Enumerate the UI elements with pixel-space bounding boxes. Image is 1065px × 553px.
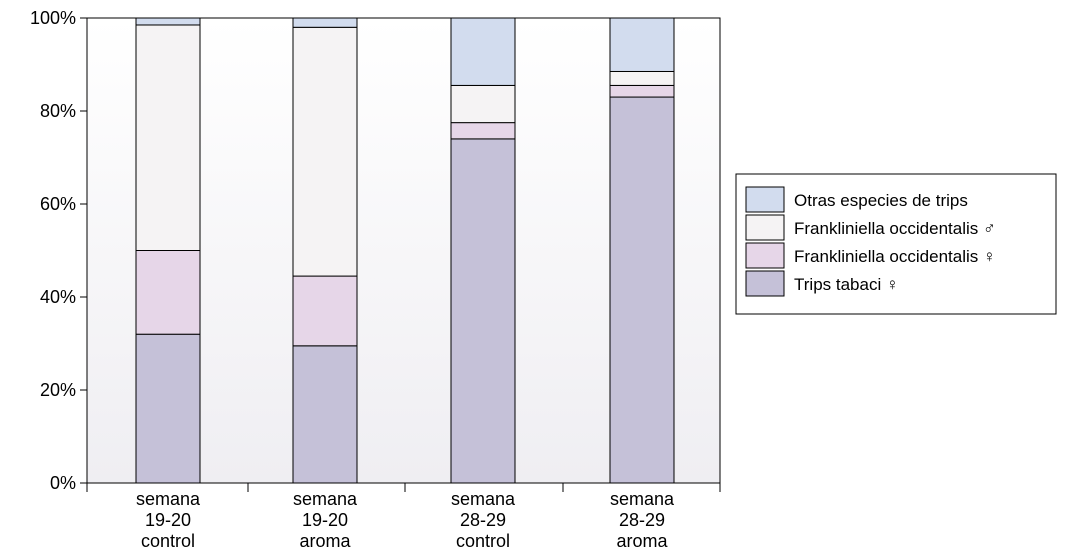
- bar-segment: [135, 250, 201, 335]
- bar-segment: [609, 84, 675, 98]
- x-category-label: semana 19-20 control: [136, 489, 201, 551]
- bar-segment: [609, 96, 675, 484]
- legend-box: [735, 173, 1057, 315]
- y-tick-label: 80%: [40, 101, 76, 121]
- bar-segment: [135, 17, 201, 26]
- legend-label: Frankliniella occidentalis ♂: [794, 219, 996, 238]
- legend-swatch: [745, 270, 785, 297]
- legend-swatch: [745, 186, 785, 213]
- bar-segment: [450, 84, 516, 124]
- y-tick-label: 60%: [40, 194, 76, 214]
- legend-label: Trips tabaci ♀: [794, 275, 899, 294]
- legend-label: Otras especies de trips: [794, 191, 968, 210]
- x-axis: semana 19-20 control semana 19-20 aroma semana…: [86, 483, 721, 551]
- bar-segment: [292, 345, 358, 484]
- y-tick-label: 40%: [40, 287, 76, 307]
- y-tick-label: 0%: [50, 473, 76, 493]
- bar-segment: [135, 333, 201, 484]
- bar-segment: [609, 17, 675, 72]
- bar-segment: [450, 138, 516, 484]
- x-category-label: semana 28-29 aroma: [610, 489, 675, 551]
- legend-label: Frankliniella occidentalis ♀: [794, 247, 996, 266]
- bar-segment: [450, 17, 516, 86]
- bars: [135, 17, 675, 484]
- y-tick-label: 100%: [30, 8, 76, 28]
- bar-segment: [450, 122, 516, 140]
- x-category-label: semana 28-29 control: [451, 489, 516, 551]
- legend-swatch: [745, 242, 785, 269]
- bar-segment: [292, 26, 358, 277]
- legend: Otras especies de trips Frankliniella occ…: [735, 173, 1057, 315]
- bar-segment: [135, 24, 201, 251]
- x-category-label: semana 19-20 aroma: [293, 489, 358, 551]
- legend-swatch: [745, 214, 785, 241]
- y-axis: 0% 20% 40% 60% 80% 100%: [30, 8, 87, 493]
- bar-segment: [292, 275, 358, 347]
- y-tick-label: 20%: [40, 380, 76, 400]
- bar-segment: [609, 70, 675, 86]
- bar-segment: [292, 17, 358, 28]
